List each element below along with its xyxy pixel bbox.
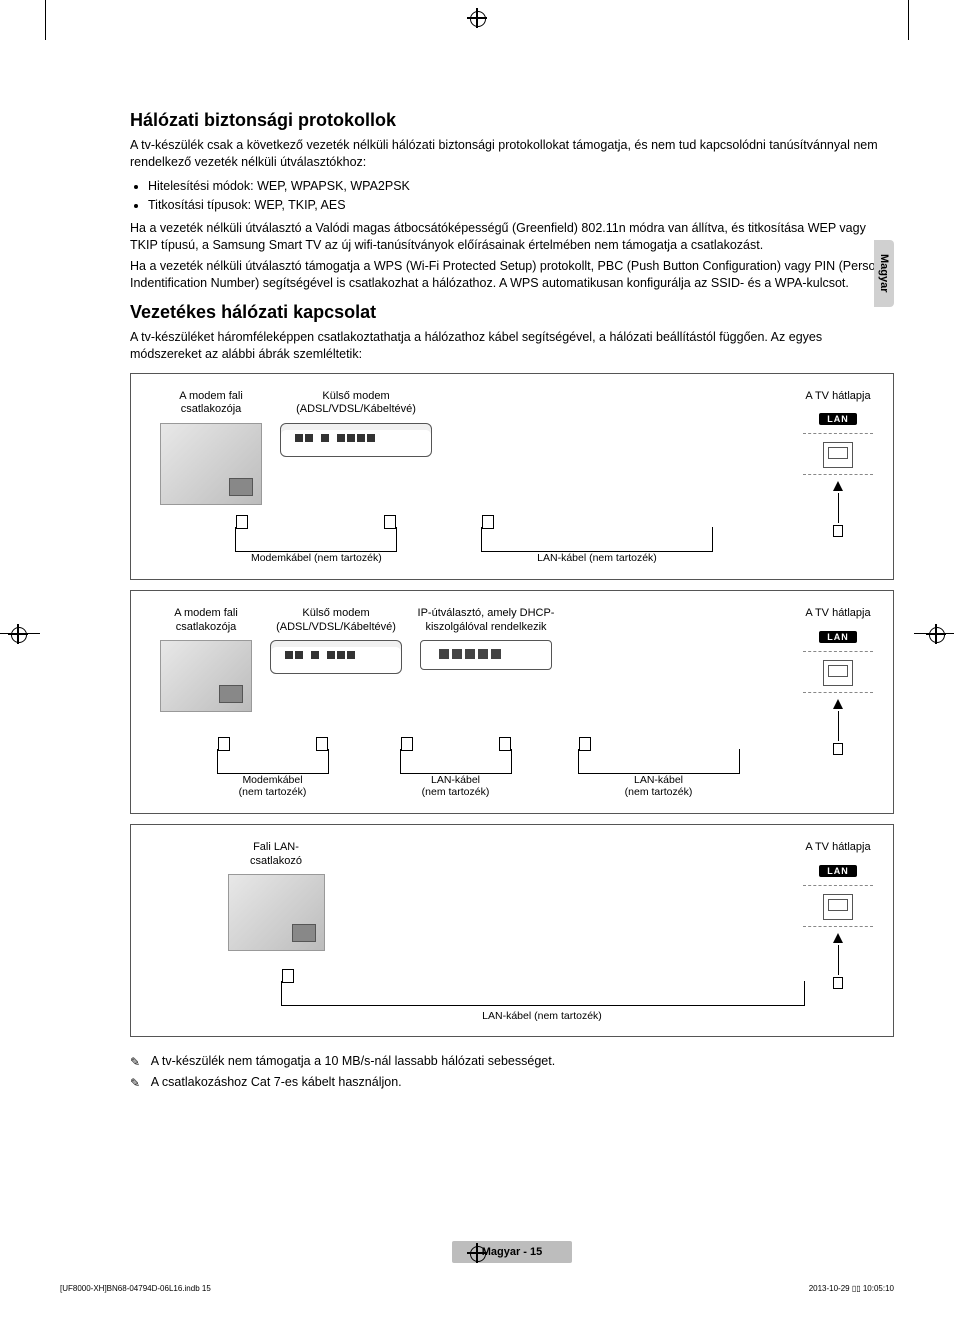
wall-socket-icon — [160, 640, 252, 712]
arrow-up-icon — [833, 699, 843, 709]
paragraph: A tv-készüléket háromféleképpen csatlako… — [130, 329, 894, 363]
lan-badge: LAN — [819, 631, 857, 643]
heading-wired-connection: Vezetékes hálózati kapcsolat — [130, 302, 894, 323]
lan-port-icon — [823, 660, 853, 686]
print-footer-right: 2013-10-29 ▯▯ 10:05:10 — [809, 1284, 894, 1293]
lan-port-icon — [823, 442, 853, 468]
bullet-list: Hitelesítési módok: WEP, WPAPSK, WPA2PSK… — [148, 177, 894, 215]
not-included-label: (nem tartozék) — [625, 786, 693, 798]
cable-plug-icon — [833, 977, 843, 989]
note-icon — [130, 1054, 144, 1066]
registration-mark-icon — [467, 1243, 487, 1263]
arrow-up-icon — [833, 933, 843, 943]
wall-socket-label: A modem fali csatlakozója — [179, 390, 243, 416]
tv-back-label: A TV hátlapja — [803, 390, 873, 404]
tv-back-label: A TV hátlapja — [803, 607, 873, 621]
paragraph: A tv-készülék csak a következő vezeték n… — [130, 137, 894, 171]
note-icon — [130, 1075, 144, 1087]
wall-lan-label-l2: csatlakozó — [250, 855, 302, 867]
modem-label: Külső modem — [322, 390, 389, 402]
not-included-label: (nem tartozék) — [422, 786, 490, 798]
paragraph: Ha a vezeték nélküli útválasztó támogatj… — [130, 258, 894, 292]
list-item: Hitelesítési módok: WEP, WPAPSK, WPA2PSK — [148, 177, 894, 196]
paragraph: Ha a vezeték nélküli útválasztó a Valódi… — [130, 220, 894, 254]
heading-security-protocols: Hálózati biztonsági protokollok — [130, 110, 894, 131]
language-tab: Magyar — [874, 240, 894, 307]
diagram-wall-lan: Fali LAN- csatlakozó A TV hátlapja LAN L… — [130, 824, 894, 1037]
lan-cable-label-l1: LAN-kábel — [431, 774, 480, 786]
note-text: A csatlakozáshoz Cat 7-es kábelt használ… — [151, 1075, 402, 1089]
modem-icon — [270, 640, 402, 674]
arrow-up-icon — [833, 481, 843, 491]
print-footer: [UF8000-XH]BN68-04794D-06L16.indb 15 201… — [0, 1284, 954, 1293]
lan-cable-label: LAN-kábel (nem tartozék) — [281, 1010, 803, 1023]
router-sublabel: kiszolgálóval rendelkezik — [425, 621, 546, 633]
lan-cable-label: LAN-kábel (nem tartozék) — [537, 552, 657, 565]
note-text: A tv-készülék nem támogatja a 10 MB/s-ná… — [151, 1054, 555, 1068]
lan-badge: LAN — [819, 865, 857, 877]
list-item: Titkosítási típusok: WEP, TKIP, AES — [148, 196, 894, 215]
print-footer-left: [UF8000-XH]BN68-04794D-06L16.indb 15 — [60, 1284, 211, 1293]
modem-sublabel: (ADSL/VDSL/Kábeltévé) — [276, 621, 396, 633]
lan-port-icon — [823, 894, 853, 920]
not-included-label: (nem tartozék) — [239, 786, 307, 798]
wall-lan-label-l1: Fali LAN- — [253, 841, 299, 853]
tv-back-label: A TV hátlapja — [803, 841, 873, 855]
wall-socket-label: A modem fali csatlakozója — [174, 607, 238, 633]
modem-sublabel: (ADSL/VDSL/Kábeltévé) — [296, 403, 416, 415]
lan-cable-label-l1: LAN-kábel — [634, 774, 683, 786]
wall-socket-icon — [228, 874, 325, 951]
router-icon — [420, 640, 552, 670]
modem-icon — [280, 423, 432, 457]
diagram-modem-router: A modem fali csatlakozója Külső modem (A… — [130, 590, 894, 814]
modem-cable-label-l1: Modemkábel — [242, 774, 302, 786]
router-label: IP-útválasztó, amely DHCP- — [418, 607, 555, 619]
wall-socket-icon — [160, 423, 262, 505]
modem-cable-label: Modemkábel (nem tartozék) — [251, 552, 382, 565]
lan-badge: LAN — [819, 413, 857, 425]
diagram-modem-direct: A modem fali csatlakozója Külső modem (A… — [130, 373, 894, 580]
modem-label: Külső modem — [302, 607, 369, 619]
